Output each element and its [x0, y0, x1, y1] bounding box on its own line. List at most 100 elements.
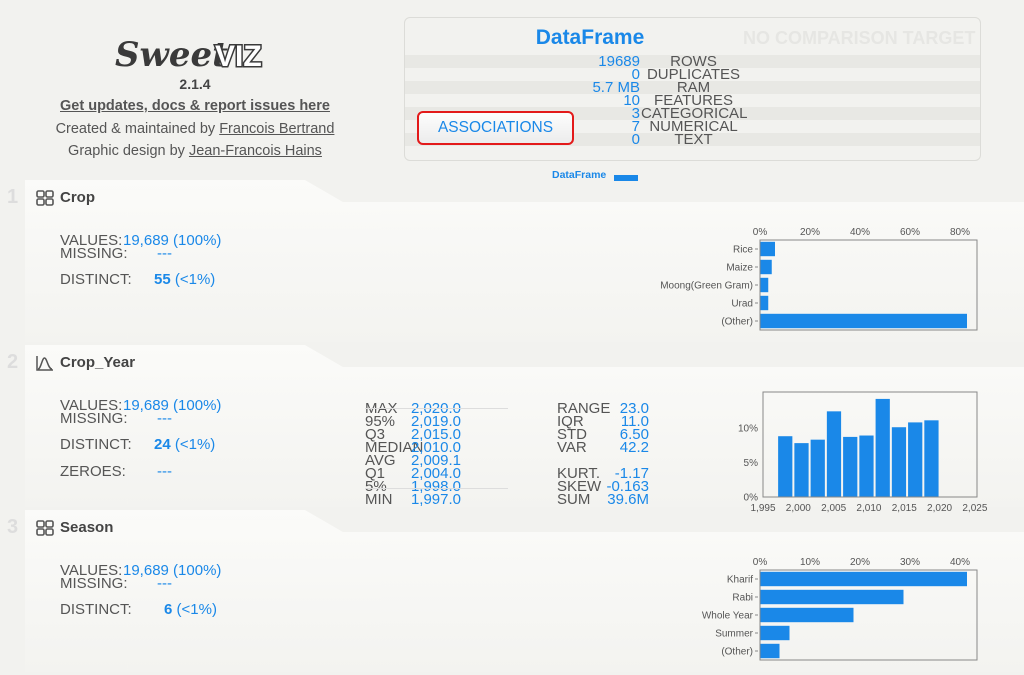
summary-value: 19689 — [598, 53, 640, 70]
summary-value: 0 — [631, 66, 640, 83]
summary-value: 3 — [631, 105, 640, 122]
x-tick-label: 2,010 — [856, 503, 881, 514]
quantile-value: 1,998.0 — [410, 478, 461, 495]
moment-label: KURT. — [557, 465, 601, 482]
moment-value: 42.2 — [619, 439, 649, 456]
zeroes-label: ZEROES: — [60, 463, 126, 480]
bar — [760, 313, 967, 329]
values-text: 19,689 (100%) — [123, 232, 222, 249]
divider — [365, 488, 508, 489]
associations-button[interactable]: ASSOCIATIONS — [417, 111, 574, 145]
x-tick-label: 60% — [900, 227, 920, 238]
moment-value: -0.163 — [606, 478, 649, 495]
quantile-label: MEDIAN — [365, 439, 424, 456]
distinct-percent: (<1%) — [174, 271, 216, 288]
feature-name: Crop — [60, 189, 95, 206]
x-tick-label: 30% — [900, 557, 920, 568]
y-tick-label: 10% — [738, 423, 758, 434]
summary-label: DUPLICATES — [646, 66, 741, 83]
divider — [365, 408, 508, 409]
quantile-label: Q1 — [365, 465, 386, 482]
category-label: Whole Year — [702, 611, 754, 622]
histogram-bar — [810, 439, 825, 497]
histogram-bar — [778, 436, 793, 497]
dataframe-summary: DataFrame NO COMPARISON TARGET 19689 ROWS… — [404, 17, 981, 161]
category-label: (Other) — [721, 317, 753, 328]
distinct-value: 55 (<1%) — [154, 271, 216, 288]
missing-value: --- — [157, 246, 172, 261]
values-value: 19,689 (100%) — [123, 562, 222, 579]
category-label: Summer — [715, 629, 753, 640]
svg-text:VIZ: VIZ — [215, 40, 262, 73]
distinct-percent: (<1%) — [176, 601, 217, 618]
values-value: 19,689 (100%) — [123, 398, 221, 413]
created-by-label: Created & maintained by — [55, 121, 220, 137]
bar — [760, 241, 775, 257]
quantile-value: 2,019.0 — [410, 413, 461, 430]
distinct-count: 6 — [164, 601, 173, 618]
designer-link[interactable]: Jean-Francois Hains — [188, 143, 322, 159]
feature-number: 1 — [7, 186, 19, 208]
summary-value: 7 — [631, 118, 640, 135]
distinct-count: 24 — [154, 436, 171, 453]
categorical-grid-icon — [36, 520, 54, 536]
category-label: Kharif — [727, 575, 753, 586]
plot-frame — [759, 239, 978, 331]
quantile-value: 2,004.0 — [410, 465, 461, 482]
missing-text: --- — [157, 410, 172, 427]
updates-link[interactable]: Get updates, docs & report issues here — [60, 98, 330, 114]
category-label: Rabi — [732, 593, 753, 604]
comparison-target: NO COMPARISON TARGET — [743, 28, 976, 48]
distinct-label: DISTINCT: — [60, 601, 132, 618]
summary-value: 10 — [623, 92, 640, 109]
missing-label: MISSING: — [60, 575, 128, 592]
summary-value: 5.7 MB — [592, 79, 640, 96]
sweetviz-logo: Sweet VIZ — [115, 35, 263, 75]
moment-label: SKEW — [557, 478, 602, 495]
quantile-label: AVG — [365, 452, 396, 469]
feature-number: 2 — [7, 351, 19, 373]
summary-label: FEATURES — [654, 92, 733, 109]
histogram-bar — [859, 435, 874, 497]
summary-row: 7 NUMERICAL — [405, 118, 980, 135]
summary-row: 19689 ROWS — [405, 53, 980, 70]
category-bar-chart: 0% 10% 20% 30% 40% Kharif Rabi Whole Year Summer… — [702, 557, 978, 661]
moment-label: IQR — [557, 413, 584, 430]
x-tick-label: 20% — [850, 557, 870, 568]
x-tick-label: 0% — [753, 227, 768, 238]
moment-label: VAR — [557, 439, 587, 456]
plot-frame — [759, 569, 978, 661]
histogram-bar — [924, 420, 939, 497]
categorical-grid-icon — [36, 190, 54, 206]
moment-label: SUM — [557, 491, 591, 508]
distinct-percent: (<1%) — [174, 436, 216, 453]
summary-row: 0 DUPLICATES — [405, 66, 980, 83]
quantile-value: 1,997.0 — [410, 491, 461, 508]
summary-label: NUMERICAL — [649, 118, 738, 135]
missing-label: MISSING: — [60, 245, 128, 262]
summary-label: CATEGORICAL — [641, 105, 748, 122]
quantile-value: 2,009.1 — [410, 452, 461, 469]
author-link[interactable]: Francois Bertrand — [219, 121, 335, 137]
design-by-label: Graphic design by — [68, 143, 189, 159]
zeroes-value: --- — [157, 464, 172, 479]
bar — [760, 277, 769, 293]
moment-label: STD — [557, 426, 587, 443]
quantile-label: MIN — [365, 491, 393, 508]
category-label: Urad — [731, 299, 753, 310]
moment-value: 6.50 — [619, 426, 649, 443]
values-text: 19,689 (100%) — [123, 562, 222, 579]
distinct-label: DISTINCT: — [60, 436, 132, 453]
plot-frame — [762, 391, 978, 498]
bar — [760, 589, 904, 605]
summary-title: DataFrame — [535, 26, 645, 49]
category-label: Rice — [733, 245, 753, 256]
x-tick-label: 20% — [800, 227, 820, 238]
category-label: Moong(Green Gram) — [660, 281, 753, 292]
values-label: VALUES: — [60, 397, 123, 414]
summary-label: RAM — [676, 79, 711, 96]
numerical-curve-icon — [36, 356, 53, 371]
moment-value: 23.0 — [619, 400, 649, 417]
distinct-label: DISTINCT: — [60, 271, 132, 288]
histogram-bar — [875, 398, 890, 497]
